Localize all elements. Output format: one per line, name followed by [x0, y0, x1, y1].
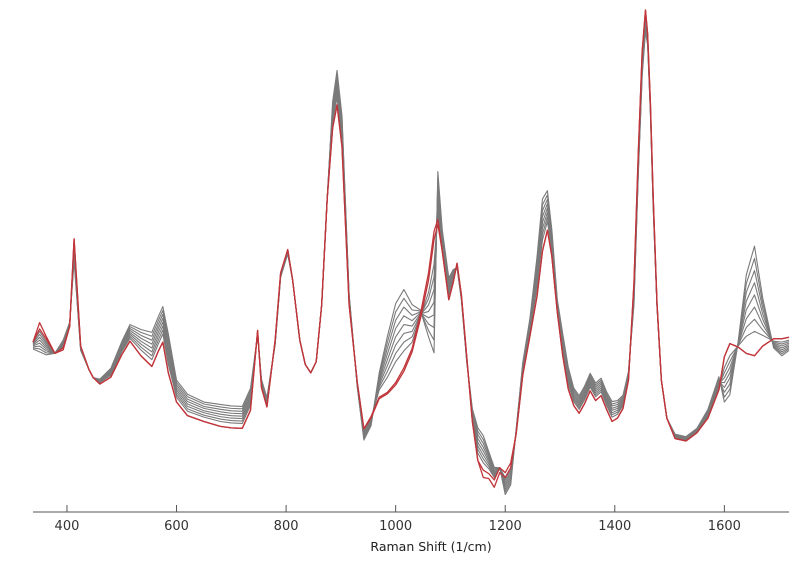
x-axis-ticks: 400 600 800 1000 1200 1400 1600 [55, 505, 741, 534]
spectrum-line-2 [32, 9, 790, 481]
spectrum-line-8 [32, 26, 790, 491]
spectrum-line-3 [32, 14, 790, 479]
x-axis-title: Raman Shift (1/cm) [370, 539, 491, 554]
x-tick-label-800: 800 [274, 519, 299, 534]
x-tick-label-1200: 1200 [489, 519, 522, 534]
x-tick-label-400: 400 [55, 519, 80, 534]
x-tick-label-600: 600 [164, 519, 189, 534]
spectrum-line-6 [32, 21, 790, 486]
series-layer [32, 9, 790, 496]
spectrum-line-9 [32, 28, 790, 493]
spectrum-line-10 [32, 31, 790, 496]
spectrum-line-5 [32, 19, 790, 483]
x-tick-label-1000: 1000 [379, 519, 412, 534]
x-tick-label-1400: 1400 [598, 519, 631, 534]
x-tick-label-1600: 1600 [708, 519, 741, 534]
spectrum-line-4 [32, 16, 790, 481]
spectrum-line-7 [32, 24, 790, 488]
spectrum-line-1 [32, 9, 790, 488]
